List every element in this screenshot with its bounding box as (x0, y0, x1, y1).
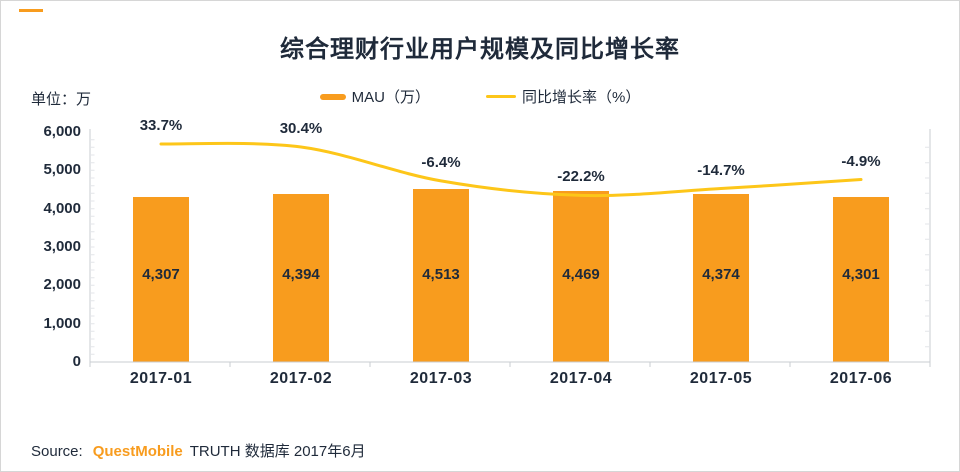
source-label: Source: (31, 443, 83, 460)
source-line: Source: QuestMobile TRUTH 数据库 2017年6月 (31, 440, 366, 461)
y-axis-tick-label: 1,000 (43, 314, 81, 332)
bar-value-label: 4,374 (702, 266, 740, 283)
y-axis-tick-label: 6,000 (43, 123, 81, 140)
line-swatch-icon (486, 95, 516, 98)
growth-value-label: -6.4% (421, 153, 461, 171)
growth-value-label: -4.9% (841, 152, 881, 170)
bar-value-label: 4,307 (142, 266, 180, 283)
y-axis-tick-label: 5,000 (43, 161, 81, 179)
y-axis-tick-label: 0 (72, 353, 81, 370)
bar-value-label: 4,301 (842, 266, 880, 283)
x-axis-label: 2017-05 (689, 370, 753, 387)
growth-value-label: -22.2% (557, 168, 605, 186)
y-axis-tick-label: 4,000 (43, 199, 81, 217)
axes (89, 129, 931, 363)
x-axis-label: 2017-04 (549, 370, 613, 387)
minor-ticks (90, 139, 930, 355)
legend: MAU（万） 同比增长率（%） (1, 86, 959, 107)
source-brand: QuestMobile (92, 443, 183, 460)
legend-label-mau: MAU（万） (351, 89, 430, 106)
brand-accent-dash (19, 9, 43, 12)
growth-value-label: 30.4% (279, 120, 323, 138)
legend-label-growth: 同比增长率（%） (522, 89, 641, 106)
chart-title: 综合理财行业用户规模及同比增长率 (280, 36, 680, 63)
bar-swatch-icon (319, 93, 346, 100)
growth-value-label: -14.7% (697, 161, 745, 179)
legend-item-growth: 同比增长率（%） (486, 86, 640, 107)
x-axis-label: 2017-01 (129, 370, 193, 387)
y-axis-tick-label: 2,000 (43, 276, 81, 294)
y-axis-tick-label: 3,000 (43, 238, 81, 255)
source-detail: TRUTH 数据库 2017年6月 (189, 443, 366, 460)
y-axis-unit-label: 单位：万 (31, 91, 92, 108)
bar-value-label: 4,513 (422, 266, 460, 283)
growth-value-label: 33.7% (139, 116, 183, 134)
x-axis-label: 2017-02 (269, 370, 333, 387)
x-axis-label: 2017-06 (829, 370, 893, 387)
x-axis-label: 2017-03 (409, 370, 473, 387)
x-axis-ticks (89, 362, 931, 367)
bar-value-label: 4,394 (282, 266, 320, 283)
bar-value-label: 4,469 (562, 266, 600, 283)
legend-item-mau: MAU（万） (319, 86, 430, 107)
